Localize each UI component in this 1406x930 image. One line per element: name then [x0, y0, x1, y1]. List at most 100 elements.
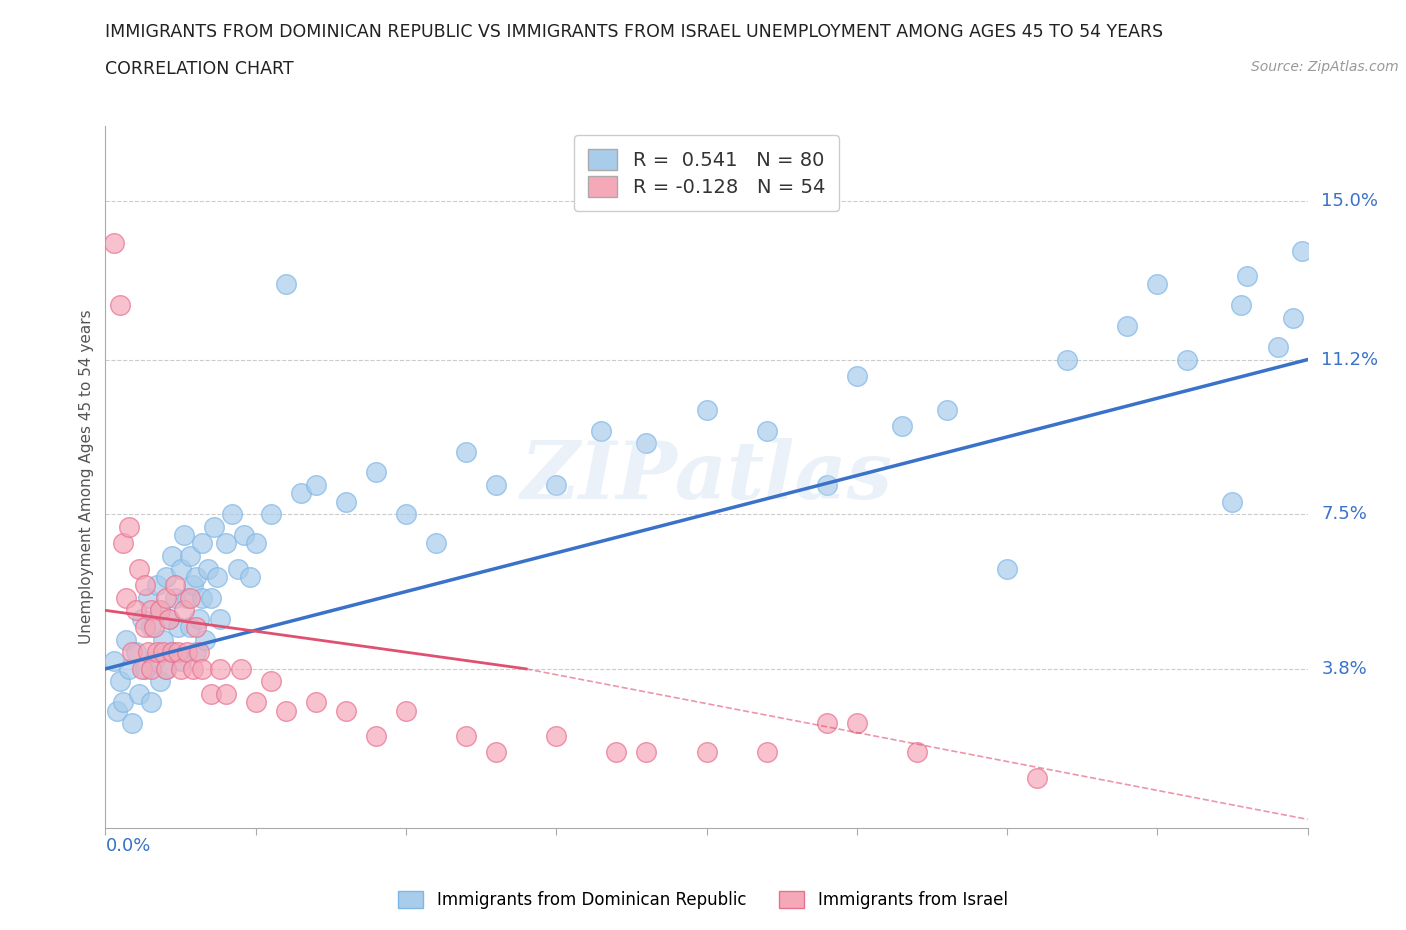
Point: [112, 695, 135, 710]
Point: [1267, 339, 1289, 354]
Point: [260, 674, 283, 689]
Point: [169, 561, 191, 576]
Point: [335, 494, 357, 509]
Point: [395, 703, 418, 718]
Point: [485, 477, 508, 492]
Point: [136, 591, 159, 605]
Point: [197, 561, 219, 576]
Point: [755, 423, 778, 438]
Point: [208, 661, 231, 676]
Point: [200, 686, 222, 701]
Point: [184, 569, 207, 584]
Point: [166, 644, 188, 659]
Point: [148, 603, 170, 618]
Point: [364, 728, 387, 743]
Point: [139, 661, 162, 676]
Text: 15.0%: 15.0%: [1322, 192, 1378, 210]
Point: [546, 477, 568, 492]
Point: [245, 536, 267, 551]
Point: [110, 298, 132, 312]
Text: Source: ZipAtlas.com: Source: ZipAtlas.com: [1251, 60, 1399, 74]
Point: [118, 519, 141, 534]
Point: [103, 653, 125, 668]
Point: [454, 445, 477, 459]
Point: [152, 644, 174, 659]
Point: [103, 235, 125, 250]
Point: [131, 661, 153, 676]
Point: [187, 611, 209, 626]
Point: [134, 661, 156, 676]
Point: [134, 619, 156, 634]
Point: [160, 549, 183, 564]
Point: [636, 745, 658, 760]
Point: [107, 703, 129, 718]
Point: [815, 477, 838, 492]
Point: [260, 507, 283, 522]
Point: [454, 728, 477, 743]
Point: [290, 485, 312, 500]
Point: [181, 661, 204, 676]
Point: [591, 423, 613, 438]
Point: [305, 695, 328, 710]
Point: [131, 611, 153, 626]
Point: [145, 578, 167, 592]
Point: [190, 536, 212, 551]
Point: [605, 745, 627, 760]
Point: [155, 661, 177, 676]
Point: [169, 653, 191, 668]
Point: [905, 745, 928, 760]
Point: [335, 703, 357, 718]
Point: [1146, 277, 1168, 292]
Point: [139, 619, 162, 634]
Point: [121, 716, 143, 731]
Point: [1056, 352, 1078, 367]
Point: [696, 745, 718, 760]
Point: [845, 369, 868, 384]
Point: [128, 561, 150, 576]
Point: [155, 569, 177, 584]
Point: [202, 519, 225, 534]
Point: [226, 561, 249, 576]
Point: [200, 591, 222, 605]
Point: [187, 644, 209, 659]
Point: [636, 436, 658, 451]
Point: [169, 661, 191, 676]
Point: [190, 661, 212, 676]
Y-axis label: Unemployment Among Ages 45 to 54 years: Unemployment Among Ages 45 to 54 years: [79, 310, 94, 644]
Point: [890, 419, 912, 434]
Point: [160, 644, 183, 659]
Point: [128, 686, 150, 701]
Point: [395, 507, 418, 522]
Text: 11.2%: 11.2%: [1322, 351, 1379, 368]
Point: [1116, 319, 1139, 334]
Legend: Immigrants from Dominican Republic, Immigrants from Israel: Immigrants from Dominican Republic, Immi…: [389, 883, 1017, 917]
Point: [364, 465, 387, 480]
Point: [184, 644, 207, 659]
Point: [485, 745, 508, 760]
Point: [110, 674, 132, 689]
Point: [115, 632, 138, 647]
Point: [845, 716, 868, 731]
Point: [229, 661, 252, 676]
Point: [1236, 269, 1258, 284]
Point: [142, 619, 165, 634]
Point: [124, 644, 146, 659]
Point: [179, 549, 201, 564]
Point: [152, 632, 174, 647]
Point: [214, 536, 236, 551]
Point: [136, 644, 159, 659]
Point: [163, 591, 186, 605]
Point: [115, 591, 138, 605]
Point: [305, 477, 328, 492]
Text: 3.8%: 3.8%: [1322, 660, 1367, 678]
Point: [155, 661, 177, 676]
Point: [194, 632, 217, 647]
Point: [546, 728, 568, 743]
Point: [184, 619, 207, 634]
Point: [155, 591, 177, 605]
Point: [139, 695, 162, 710]
Point: [142, 653, 165, 668]
Point: [173, 527, 195, 542]
Point: [995, 561, 1018, 576]
Point: [160, 644, 183, 659]
